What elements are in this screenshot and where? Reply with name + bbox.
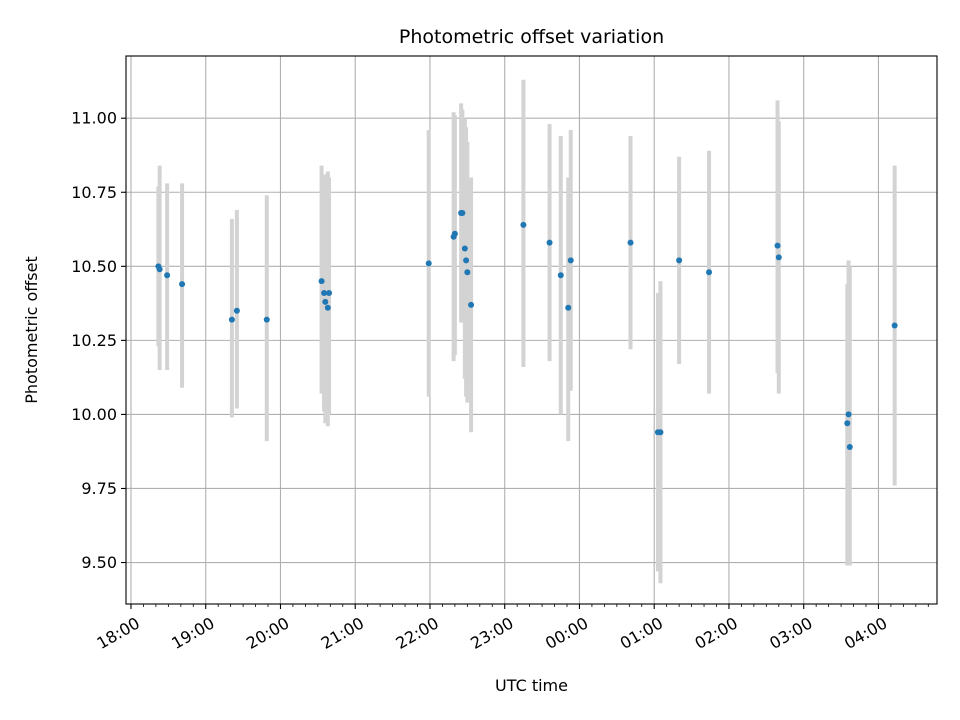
data-point: [676, 257, 682, 263]
data-point: [568, 257, 574, 263]
data-point: [565, 305, 571, 311]
data-point: [179, 281, 185, 287]
data-point: [452, 231, 458, 237]
data-point: [558, 272, 564, 278]
y-tick-label: 11.00: [71, 109, 117, 128]
data-point: [775, 243, 781, 249]
data-point: [164, 272, 170, 278]
data-point: [468, 302, 474, 308]
y-tick-label: 10.25: [71, 331, 117, 350]
y-axis-title: Photometric offset: [22, 256, 41, 404]
data-point: [319, 278, 325, 284]
data-point: [462, 246, 468, 252]
data-point: [706, 269, 712, 275]
data-point: [459, 210, 465, 216]
y-tick-label: 10.50: [71, 257, 117, 276]
data-point: [322, 299, 328, 305]
data-point: [892, 323, 898, 329]
data-point: [234, 308, 240, 314]
photometric-offset-chart: 18:00 19:00 20:00 21:00 22:00 23:00 00:00 01:00…: [0, 0, 960, 720]
data-point: [520, 222, 526, 228]
y-tick-label: 9.50: [81, 553, 117, 572]
data-point: [847, 444, 853, 450]
data-point: [657, 429, 663, 435]
data-point: [844, 420, 850, 426]
data-point: [846, 411, 852, 417]
data-point: [264, 317, 270, 323]
data-point: [157, 266, 163, 272]
chart-title: Photometric offset variation: [399, 26, 664, 48]
data-point: [426, 260, 432, 266]
data-point: [463, 257, 469, 263]
data-point: [547, 240, 553, 246]
y-tick-label: 10.00: [71, 405, 117, 424]
data-point: [776, 254, 782, 260]
x-axis-title: UTC time: [495, 676, 568, 695]
data-point: [325, 305, 331, 311]
data-point: [229, 317, 235, 323]
data-point: [326, 290, 332, 296]
y-tick-label: 9.75: [81, 479, 117, 498]
data-point: [464, 269, 470, 275]
figure-background: [0, 0, 960, 720]
data-point: [628, 240, 634, 246]
y-tick-label: 10.75: [71, 183, 117, 202]
